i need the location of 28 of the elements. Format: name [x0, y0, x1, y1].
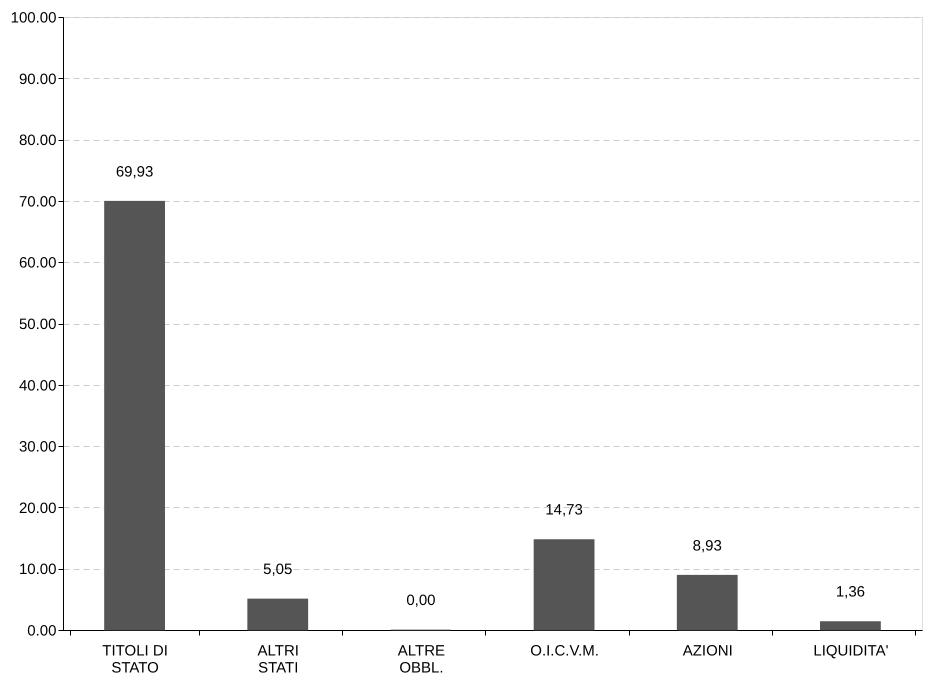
- bar: [104, 200, 165, 630]
- x-tick-label: TITOLI DI STATO: [102, 642, 168, 676]
- y-tick-label: 20.00: [18, 500, 56, 517]
- data-label: 5,05: [263, 561, 292, 578]
- data-label: 14,73: [545, 502, 583, 519]
- bar: [534, 539, 594, 630]
- y-tick-label: 10.00: [18, 561, 56, 578]
- x-tick-label: ALTRE OBBL.: [398, 642, 446, 676]
- y-tick-label: 30.00: [18, 438, 56, 456]
- x-tick-label: LIQUIDITA': [813, 642, 889, 660]
- y-tick-label: 80.00: [18, 132, 56, 150]
- y-tick-label: 60.00: [18, 254, 56, 272]
- x-tick-label: AZIONI: [682, 642, 733, 660]
- y-tick-label: 40.00: [18, 377, 56, 394]
- y-tick-label: 0.00: [27, 622, 56, 640]
- y-tick-label: 50.00: [18, 316, 56, 333]
- data-label: 69,93: [116, 163, 154, 180]
- bar: [820, 621, 881, 630]
- x-tick-label: ALTRI STATI: [258, 642, 299, 676]
- y-tick-label: 90.00: [18, 70, 56, 88]
- data-label: 1,36: [836, 584, 866, 601]
- x-tick-label: O.I.C.V.M.: [530, 642, 599, 660]
- bar: [676, 574, 738, 630]
- data-label: 8,93: [692, 537, 722, 554]
- data-label: 0,00: [406, 592, 436, 609]
- y-tick-label: 70.00: [18, 193, 56, 210]
- y-tick-label: 100.00: [10, 10, 56, 26]
- bar: [247, 598, 308, 630]
